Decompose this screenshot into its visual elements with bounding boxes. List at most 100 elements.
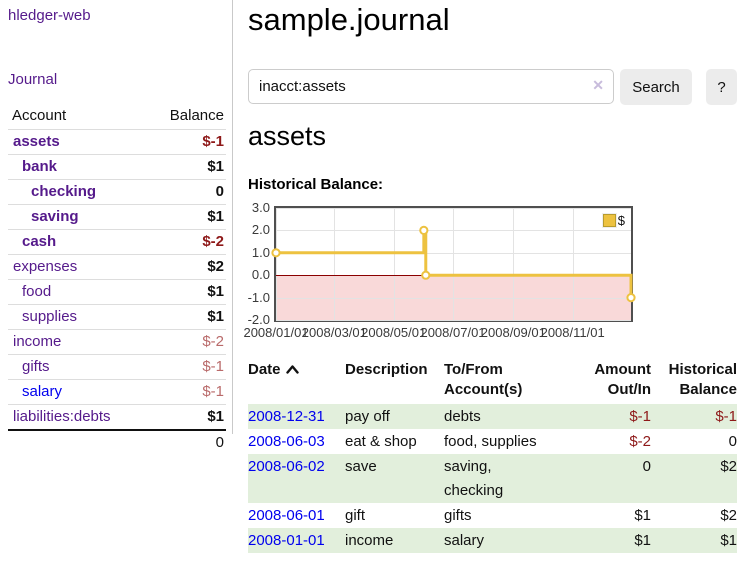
account-link-saving[interactable]: saving: [31, 208, 79, 225]
transaction-description: income: [345, 528, 444, 553]
gridline: [572, 208, 574, 320]
transaction-description: save: [345, 454, 444, 503]
legend-swatch-icon: [601, 213, 617, 228]
account-row: salary $-1: [8, 379, 226, 405]
transaction-amount: $1: [634, 507, 651, 524]
y-axis-tick-label: 1.0: [251, 244, 270, 260]
y-axis-tick-label: -1.0: [247, 289, 270, 305]
account-heading: assets: [248, 121, 327, 151]
account-balance: $1: [146, 304, 226, 330]
transaction-balance: $-1: [651, 404, 737, 429]
transaction-amount: $1: [591, 528, 651, 553]
account-row: cash $-2: [8, 229, 226, 255]
y-axis-tick-label: 0.0: [251, 267, 270, 283]
account-link-expenses[interactable]: expenses: [13, 258, 78, 275]
account-row: expenses $2: [8, 254, 226, 280]
account-balance: $1: [146, 154, 226, 180]
gridline: [276, 208, 631, 209]
accounts-header-account: Account: [12, 107, 67, 124]
transaction-description: pay off: [345, 404, 444, 429]
account-link-salary[interactable]: salary: [22, 383, 63, 400]
account-row: assets $-1: [8, 129, 226, 155]
transaction-description: gift: [345, 507, 366, 524]
register-row: 2008-06-02 save saving, checking 0 $2: [248, 454, 737, 503]
register-header-description: Description: [345, 361, 428, 378]
main-panel: sample.journal ✕ Search ? assets Histori…: [243, 0, 737, 582]
page-title: sample.journal: [248, 2, 450, 37]
chart-plot: $: [271, 206, 636, 322]
account-link-income[interactable]: income: [13, 333, 62, 350]
transaction-date-link[interactable]: 2008-06-02: [248, 458, 325, 475]
sort-ascending-icon: [285, 361, 299, 378]
account-balance: $1: [146, 279, 226, 305]
transaction-date-link[interactable]: 2008-12-31: [248, 408, 325, 425]
account-row: gifts $-1: [8, 354, 226, 380]
accounts-header-row: Account Balance: [8, 104, 226, 130]
transaction-date-link[interactable]: 2008-06-01: [248, 507, 325, 524]
gridline: [276, 320, 631, 321]
account-balance: $-1: [146, 129, 226, 155]
transaction-accounts: food, supplies: [444, 433, 537, 450]
gridline: [334, 208, 336, 320]
transaction-date-link[interactable]: 2008-06-03: [248, 433, 325, 450]
register-header-amount: Amount Out/In: [594, 361, 651, 398]
accounts-total-value: 0: [146, 429, 226, 455]
register-header-row: Date Description To/From Account(s) Amou…: [248, 360, 737, 404]
y-axis-tick-label: 2.0: [251, 222, 270, 238]
clear-search-icon[interactable]: ✕: [592, 77, 604, 93]
register-header-date[interactable]: Date: [248, 360, 345, 404]
account-link-cash[interactable]: cash: [22, 233, 57, 250]
account-link-assets[interactable]: assets: [13, 133, 60, 150]
gridline: [453, 208, 454, 320]
account-link-checking[interactable]: checking: [31, 183, 97, 200]
balance-series-line: [271, 225, 636, 303]
help-button[interactable]: ?: [706, 69, 737, 105]
y-axis-tick-label: -2.0: [247, 312, 270, 327]
transaction-amount: $-1: [591, 404, 651, 429]
account-balance: $1: [146, 204, 226, 230]
account-row: income $-2: [8, 329, 226, 355]
account-row: food $1: [8, 279, 226, 305]
legend-label: $: [617, 213, 625, 228]
account-link-gifts[interactable]: gifts: [22, 358, 50, 375]
account-balance: $2: [146, 254, 226, 280]
search-input[interactable]: [248, 69, 614, 104]
date-header-label: Date: [248, 361, 281, 378]
gridline: [276, 252, 631, 254]
account-link-liabilities-debts[interactable]: liabilities:debts: [13, 408, 111, 425]
gridline: [276, 230, 631, 232]
transaction-balance: $2: [720, 507, 737, 524]
register-header-account: To/From Account(s): [444, 361, 523, 398]
accounts-total-row: 0: [8, 429, 226, 455]
transaction-accounts: saving, checking: [444, 454, 591, 503]
register-row: 2008-01-01 income salary $1 $1: [248, 528, 737, 553]
transaction-date-link[interactable]: 2008-01-01: [248, 532, 325, 549]
account-row: supplies $1: [8, 304, 226, 330]
x-axis-tick-label: 2008/01/01: [243, 325, 309, 340]
account-balance: 0: [146, 179, 226, 205]
x-axis-tick-label: 2008/05/01: [361, 325, 427, 340]
x-axis-tick-label: 2008/07/01: [420, 325, 486, 340]
register-row: 2008-06-01 gift gifts $1 $2: [248, 503, 737, 528]
accounts-header-balance: Balance: [169, 107, 224, 124]
chart-legend: $: [601, 213, 625, 228]
transaction-accounts: gifts: [444, 507, 472, 524]
transaction-balance: 0: [728, 433, 737, 450]
transaction-accounts: salary: [444, 528, 591, 553]
account-balance: $-2: [146, 329, 226, 355]
x-axis-tick-label: 2008/03/01: [301, 325, 367, 340]
transaction-balance: $1: [651, 528, 737, 553]
sidebar-item-journal[interactable]: Journal: [8, 71, 58, 88]
register-row: 2008-12-31 pay off debts $-1 $-1: [248, 404, 737, 429]
account-link-supplies[interactable]: supplies: [22, 308, 78, 325]
app-title-link[interactable]: hledger-web: [8, 7, 91, 24]
account-link-bank[interactable]: bank: [22, 158, 58, 175]
account-row: bank $1: [8, 154, 226, 180]
account-link-food[interactable]: food: [22, 283, 52, 300]
search-form: ✕ Search ?: [248, 69, 737, 105]
gridline: [276, 208, 277, 320]
account-balance: $1: [146, 404, 226, 430]
chart-title: Historical Balance:: [248, 176, 384, 193]
search-button[interactable]: Search: [620, 69, 692, 105]
account-balance: $-1: [146, 379, 226, 405]
